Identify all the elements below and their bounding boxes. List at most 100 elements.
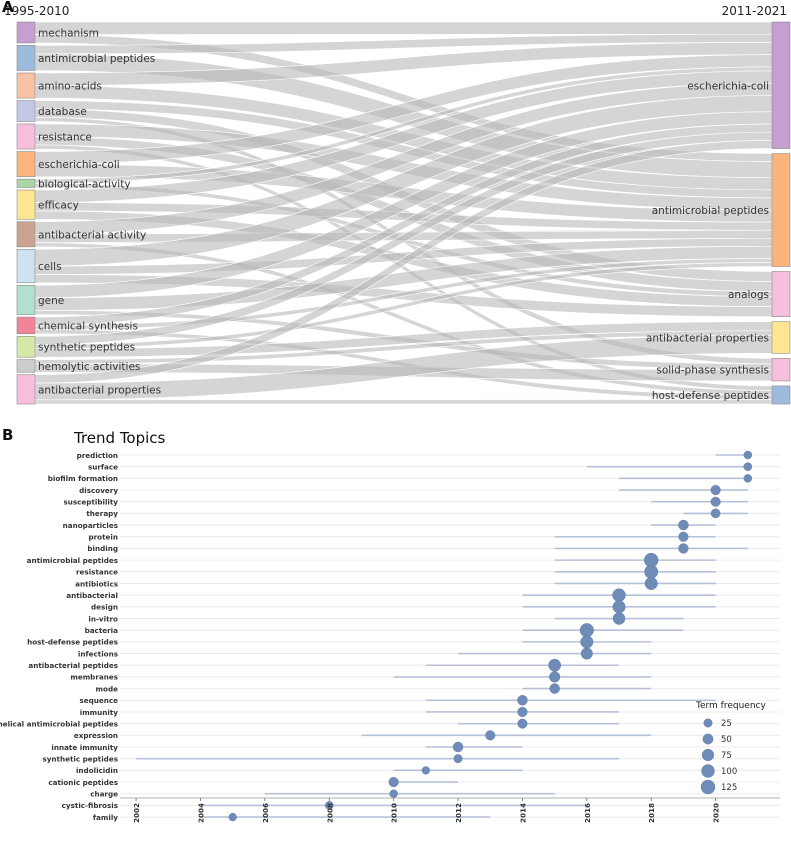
left-node-4 bbox=[16, 123, 36, 150]
legend-dot bbox=[700, 779, 716, 795]
trend-dot bbox=[485, 730, 496, 741]
x-tick-label: 2006 bbox=[261, 803, 270, 823]
left-period-label: 1995-2010 bbox=[4, 4, 69, 18]
legend-value: 75 bbox=[721, 751, 732, 761]
left-node-label: database bbox=[38, 106, 87, 118]
trend-term-label: bacteria bbox=[85, 626, 119, 635]
left-node-label: amino-acids bbox=[38, 81, 102, 93]
right-node-1 bbox=[771, 153, 791, 267]
left-node-label: resistance bbox=[38, 132, 92, 144]
trend-term-label: cationic peptides bbox=[48, 778, 118, 787]
right-node-3 bbox=[771, 321, 791, 354]
trend-dot bbox=[453, 754, 463, 764]
left-node-13 bbox=[16, 359, 36, 373]
left-node-0 bbox=[16, 21, 36, 44]
right-node-4 bbox=[771, 358, 791, 382]
sankey-chart: mechanism antimicrobial peptides amino-aci… bbox=[4, 4, 791, 405]
x-tick-label: 2018 bbox=[647, 803, 656, 823]
legend-value: 100 bbox=[721, 767, 737, 777]
left-node-1 bbox=[16, 45, 36, 71]
trend-dot bbox=[228, 812, 237, 822]
trend-term-label: susceptibility bbox=[63, 498, 118, 507]
trend-term-label: cystic-fibrosis bbox=[62, 801, 118, 810]
x-tick-label: 2020 bbox=[712, 803, 721, 823]
trend-term-label: therapy bbox=[86, 509, 118, 518]
trend-term-label: surface bbox=[88, 462, 118, 471]
trend-term-label: expression bbox=[74, 731, 118, 740]
trend-term-label: helical antimicrobial peptides bbox=[0, 719, 118, 728]
right-node-0 bbox=[771, 21, 791, 149]
right-node-label: antimicrobial peptides bbox=[652, 205, 769, 217]
trend-term-label: binding bbox=[87, 544, 118, 553]
left-node-3 bbox=[16, 100, 36, 122]
left-node-2 bbox=[16, 72, 36, 99]
trend-dot bbox=[743, 474, 753, 483]
trend-dot bbox=[580, 635, 594, 649]
trend-dot bbox=[548, 658, 561, 672]
right-node-label: solid-phase synthesis bbox=[656, 365, 769, 377]
left-node-label: cells bbox=[38, 261, 62, 273]
sankey-flow-0-0 bbox=[34, 21, 773, 35]
left-node-14 bbox=[16, 374, 36, 405]
trend-dot bbox=[678, 531, 689, 542]
trend-term-label: membranes bbox=[70, 673, 118, 682]
panel-a: A mechanism antimicrobial peptides amino-a… bbox=[0, 0, 791, 420]
trend-y-labels: prediction surface biofilm formation discov… bbox=[0, 451, 118, 822]
left-node-label: antibacterial activity bbox=[38, 229, 146, 241]
left-node-label: biological-activity bbox=[38, 178, 131, 190]
legend-value: 25 bbox=[721, 719, 732, 729]
trend-dot bbox=[710, 508, 721, 519]
trend-term-label: biofilm formation bbox=[48, 474, 118, 483]
left-node-6 bbox=[16, 178, 36, 188]
left-node-label: hemolytic activities bbox=[38, 361, 140, 373]
trend-term-label: immunity bbox=[80, 708, 119, 717]
x-tick-label: 2002 bbox=[132, 803, 141, 823]
trend-dot bbox=[517, 695, 528, 706]
sankey-nodes: mechanism antimicrobial peptides amino-aci… bbox=[16, 21, 791, 405]
trend-term-label: protein bbox=[88, 533, 118, 542]
trend-dot bbox=[678, 543, 689, 554]
legend-value: 125 bbox=[721, 783, 737, 793]
legend-title: Term frequency bbox=[695, 701, 766, 711]
left-node-10 bbox=[16, 285, 36, 315]
trend-term-label: infections bbox=[78, 649, 118, 658]
left-node-label: mechanism bbox=[38, 27, 99, 39]
trend-term-label: antimicrobial peptides bbox=[27, 556, 118, 565]
x-tick-label: 2014 bbox=[518, 803, 527, 823]
trend-term-label: discovery bbox=[79, 486, 118, 495]
trend-dot bbox=[388, 776, 399, 788]
trend-dot bbox=[710, 496, 721, 507]
trend-dot bbox=[644, 564, 659, 579]
x-tick-label: 2008 bbox=[325, 803, 334, 823]
trend-dot bbox=[517, 718, 528, 729]
trend-dots bbox=[228, 450, 753, 822]
panel-a-letter: A bbox=[2, 0, 14, 16]
trend-term-label: resistance bbox=[76, 568, 118, 577]
trend-dot bbox=[612, 588, 626, 602]
trend-term-label: antibacterial bbox=[66, 591, 118, 600]
x-tick-label: 2012 bbox=[454, 803, 463, 823]
trend-term-label: mode bbox=[96, 684, 119, 693]
trend-x-ticks: 2002 2004 2006 2008 2010 2012 2014 2016 2018 2020 bbox=[120, 797, 780, 823]
left-node-12 bbox=[16, 335, 36, 358]
trend-term-label: family bbox=[93, 813, 118, 822]
x-tick-label: 2016 bbox=[583, 803, 592, 823]
left-node-11 bbox=[16, 316, 36, 335]
trend-dot bbox=[644, 577, 658, 590]
left-node-8 bbox=[16, 221, 36, 248]
trend-dot bbox=[743, 462, 753, 471]
trend-dot bbox=[710, 484, 721, 496]
legend-dot bbox=[703, 718, 713, 728]
trend-term-label: charge bbox=[90, 790, 118, 799]
left-node-label: efficacy bbox=[38, 200, 79, 212]
left-node-label: antimicrobial peptides bbox=[38, 53, 155, 65]
legend-dot bbox=[702, 733, 714, 745]
legend-value: 50 bbox=[721, 735, 732, 745]
trend-dot bbox=[580, 647, 593, 660]
trend-dot bbox=[579, 623, 594, 638]
x-tick-label: 2004 bbox=[196, 803, 205, 823]
trend-dot bbox=[678, 519, 689, 531]
left-node-label: escherichia-coli bbox=[38, 159, 120, 171]
trend-dot bbox=[549, 683, 560, 694]
trend-term-label: design bbox=[91, 603, 118, 612]
